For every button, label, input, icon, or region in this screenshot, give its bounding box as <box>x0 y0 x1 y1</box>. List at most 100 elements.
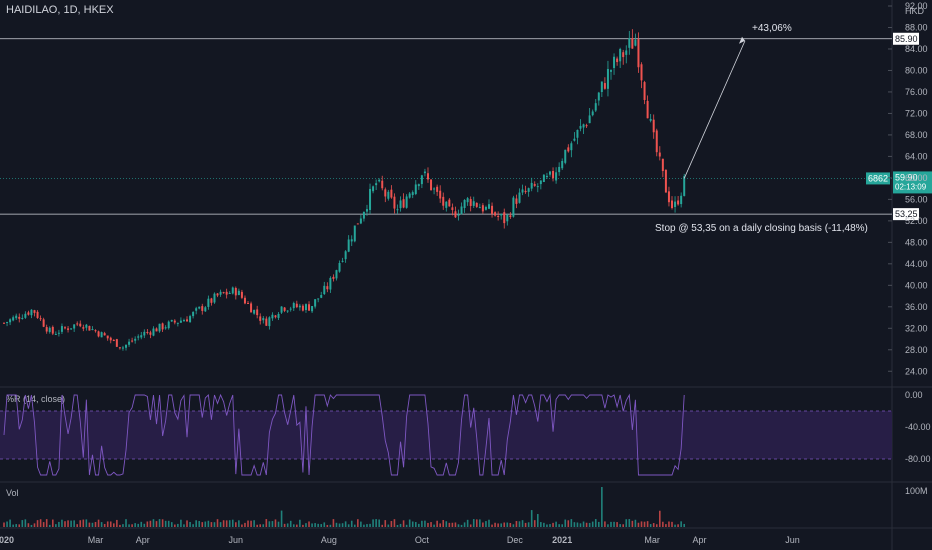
volume-bar <box>88 522 91 527</box>
volume-bar <box>177 523 179 527</box>
volume-bar <box>244 522 246 527</box>
y-tick-label: 48.00 <box>905 237 928 247</box>
volume-bar <box>381 524 384 527</box>
candle-body <box>27 312 30 315</box>
candle-body <box>30 309 33 316</box>
volume-bar <box>418 523 420 527</box>
last-price-badge <box>893 171 932 194</box>
volume-bar <box>85 519 88 527</box>
candle-body <box>253 309 256 314</box>
volume-bar <box>512 524 515 527</box>
volume-bar <box>317 523 319 527</box>
volume-bar <box>332 519 335 527</box>
volume-badge <box>866 172 890 185</box>
candle-body <box>195 308 198 311</box>
countdown-label: 02:13:09 <box>895 182 927 191</box>
volume-bar <box>207 520 210 527</box>
y-tick-label: 52.00 <box>905 216 928 226</box>
candle-body <box>121 347 124 349</box>
target-arrow-line <box>683 40 746 179</box>
x-tick-label: Mar <box>644 535 660 545</box>
candle-body <box>100 332 103 338</box>
volume-bar <box>372 519 374 527</box>
volume-bar <box>634 519 637 527</box>
volume-bar <box>466 519 469 527</box>
candle-body <box>655 130 658 153</box>
volume-bar <box>576 522 579 527</box>
candle-body <box>15 315 18 319</box>
volume-bar <box>30 524 33 527</box>
volume-bar <box>622 524 625 527</box>
volume-bar <box>527 522 530 527</box>
volume-bar <box>363 524 365 527</box>
volume-bar <box>619 524 621 527</box>
candle-body <box>402 199 405 208</box>
candle-body <box>555 172 558 181</box>
volume-bar <box>662 521 664 527</box>
candle-body <box>491 205 494 214</box>
candle-body <box>582 124 585 128</box>
candle-body <box>51 326 54 334</box>
y-tick-label: 80.00 <box>905 65 928 75</box>
candle-body <box>390 189 393 198</box>
volume-bar <box>396 524 399 527</box>
candle-body <box>234 287 237 296</box>
candle-body <box>280 306 283 313</box>
volume-bar <box>457 524 460 527</box>
candle-body <box>42 319 45 327</box>
volume-bar <box>198 521 201 527</box>
volume-bar <box>646 521 649 527</box>
candle-body <box>353 225 356 242</box>
candle-body <box>561 160 564 169</box>
volume-bar <box>283 523 286 527</box>
volume-bar <box>158 519 161 527</box>
y-tick-label: 64.00 <box>905 151 928 161</box>
candle-body <box>448 199 451 207</box>
y-tick-label: 84.00 <box>905 44 928 54</box>
volume-bar <box>384 520 387 527</box>
candle-body <box>457 214 460 216</box>
volume-bar <box>530 510 533 527</box>
candle-body <box>454 211 457 218</box>
y-tick-label: 60.00 <box>905 173 928 183</box>
candle-body <box>301 305 304 311</box>
candle-body <box>362 211 365 219</box>
y-tick-label: 32.00 <box>905 323 928 333</box>
volume-bar <box>103 523 106 527</box>
volume-bar <box>655 524 658 527</box>
candle-body <box>521 189 524 193</box>
candle-body <box>292 303 295 309</box>
volume-bar <box>546 524 548 527</box>
candle-body <box>118 347 121 349</box>
candle-body <box>207 298 210 307</box>
y-tick-label: 40.00 <box>905 280 928 290</box>
candle-body <box>658 152 661 157</box>
candle-body <box>640 64 643 81</box>
candle-body <box>600 81 603 92</box>
volume-bar <box>61 519 63 527</box>
candle-body <box>88 325 91 331</box>
candle-body <box>417 184 420 187</box>
volume-bar <box>222 520 225 527</box>
candle-body <box>243 297 246 304</box>
candle-body <box>423 171 426 174</box>
volume-bar <box>326 524 329 527</box>
candle-body <box>103 333 106 336</box>
candle-body <box>509 215 512 218</box>
candle-body <box>573 138 576 141</box>
candle-body <box>408 193 411 198</box>
volume-bar <box>521 520 524 527</box>
volume-bar <box>155 521 158 527</box>
candle-body <box>48 327 51 332</box>
wpr-line <box>3 393 685 476</box>
candle-body <box>12 317 15 321</box>
volume-bar <box>164 520 167 527</box>
volume-bar <box>274 519 277 527</box>
volume-bar <box>463 522 466 527</box>
candle-body <box>643 82 646 100</box>
volume-bar <box>238 520 240 527</box>
volume-bar <box>12 524 14 527</box>
candle-body <box>332 276 335 279</box>
volume-tick-label: 100M <box>905 486 928 496</box>
